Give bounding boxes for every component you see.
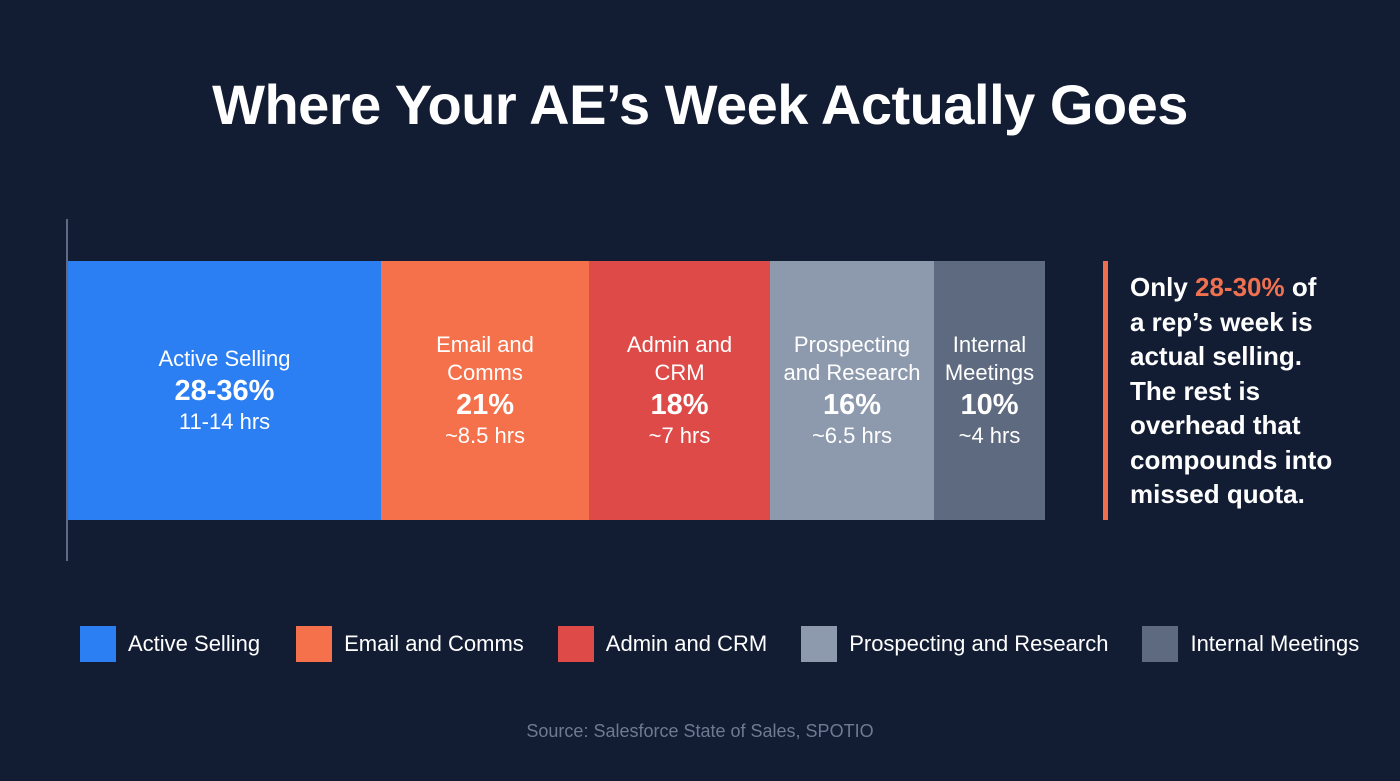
legend-swatch [296, 626, 333, 662]
segment-percent: 10% [960, 389, 1019, 421]
stacked-bar: Active Selling 28-36% 11-14 hrs Email an… [68, 261, 1045, 520]
legend-label: Email and Comms [344, 631, 524, 656]
segment-label: Admin and CRM [626, 332, 733, 385]
segment-admin-crm: Admin and CRM 18% ~7 hrs [589, 261, 770, 520]
legend-swatch [80, 626, 116, 662]
legend-label: Admin and CRM [605, 631, 768, 656]
axis-line [66, 219, 68, 561]
segment-label: Email and Comms [436, 332, 534, 385]
segment-active-selling: Active Selling 28-36% 11-14 hrs [68, 261, 381, 520]
segment-percent: 28-36% [174, 375, 275, 407]
legend-label: Prospecting and Research [849, 631, 1109, 656]
segment-hours: ~7 hrs [648, 423, 711, 448]
chart-title: Where Your AE’s Week Actually Goes [212, 73, 1188, 136]
legend-label: Active Selling [128, 631, 261, 656]
callout-highlight: 28-30% [1195, 272, 1285, 302]
legend-item-active-selling: Active Selling [80, 626, 260, 662]
segment-percent: 16% [822, 389, 882, 421]
legend-label: Internal Meetings [1190, 631, 1360, 656]
legend-item-internal-meetings: Internal Meetings [1142, 626, 1359, 662]
segment-label: Prospecting and Research [783, 332, 921, 385]
segment-label: Internal Meetings [944, 332, 1035, 385]
callout-box: Only 28-30% of a rep’s week is actual sell… [1103, 261, 1363, 520]
segment-email-comms: Email and Comms 21% ~8.5 hrs [381, 261, 589, 520]
segment-hours: 11-14 hrs [178, 409, 271, 434]
segment-prospecting-research: Prospecting and Research 16% ~6.5 hrs [770, 261, 934, 520]
legend-swatch [557, 626, 594, 662]
legend: Active Selling Email and Comms Admin and… [80, 626, 1359, 662]
callout-text: Only 28-30% of a rep’s week is actual sell… [1130, 272, 1333, 509]
segment-percent: 21% [455, 389, 515, 421]
legend-swatch [801, 626, 838, 662]
segment-hours: ~4 hrs [958, 423, 1021, 448]
segment-hours: ~6.5 hrs [811, 423, 893, 448]
segment-percent: 18% [650, 389, 709, 421]
segment-internal-meetings: Internal Meetings 10% ~4 hrs [934, 261, 1045, 520]
segment-label: Active Selling [158, 346, 291, 371]
legend-swatch [1142, 626, 1179, 662]
legend-item-email-comms: Email and Comms [296, 626, 524, 662]
source-note: Source: Salesforce State of Sales, SPOTI… [526, 721, 874, 741]
legend-item-prospecting-research: Prospecting and Research [801, 626, 1108, 662]
segment-hours: ~8.5 hrs [444, 423, 526, 448]
legend-item-admin-crm: Admin and CRM [557, 626, 768, 662]
